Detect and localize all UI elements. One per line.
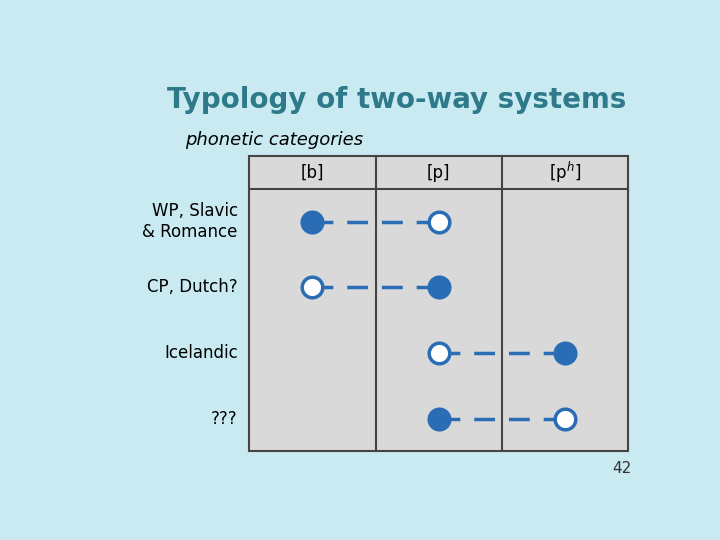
Text: 42: 42 [612, 462, 631, 476]
Point [307, 217, 318, 226]
Point [559, 414, 571, 423]
Bar [249, 156, 629, 451]
Point [307, 283, 318, 292]
Text: CP, Dutch?: CP, Dutch? [148, 278, 238, 296]
Text: phonetic categories: phonetic categories [185, 131, 363, 150]
Point [433, 283, 444, 292]
Text: [p]: [p] [427, 164, 451, 181]
Text: WP, Slavic
& Romance: WP, Slavic & Romance [143, 202, 238, 241]
Point [433, 217, 444, 226]
Text: Icelandic: Icelandic [164, 344, 238, 362]
Text: ???: ??? [211, 410, 238, 428]
Text: [b]: [b] [300, 164, 324, 181]
Text: Typology of two-way systems: Typology of two-way systems [167, 85, 626, 113]
Point [559, 349, 571, 357]
Point [433, 414, 444, 423]
Text: [p$^h$]: [p$^h$] [549, 160, 581, 185]
Point [433, 349, 444, 357]
